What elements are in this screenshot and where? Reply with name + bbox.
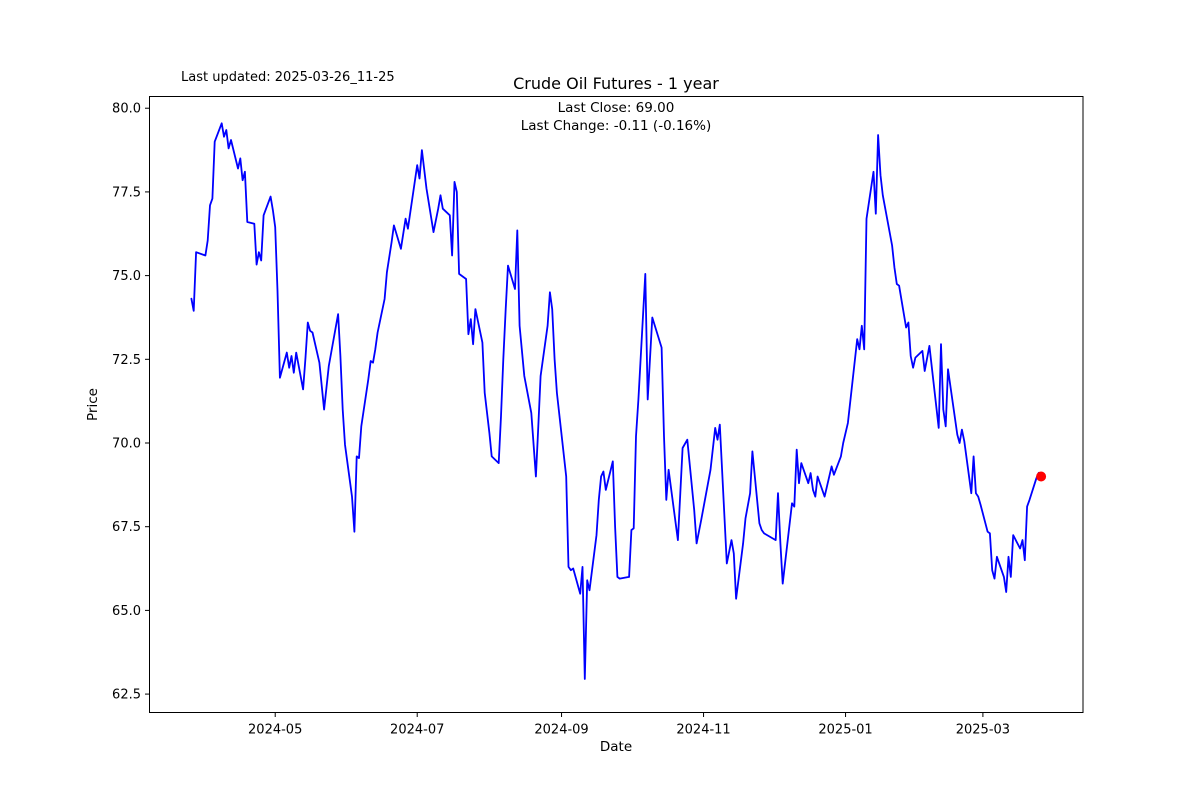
y-tick-label: 65.0: [112, 604, 141, 619]
x-tick-label: 2025-03: [956, 723, 1010, 738]
plot-area: 62.5 65.0 67.5 70.0 72.5 75.0 77.5 80.0 2024-05 2…: [112, 96, 1084, 738]
y-tick-label: 72.5: [112, 353, 141, 368]
y-axis-label: Price: [85, 388, 101, 421]
last-change-annotation: Last Change: -0.11 (-0.16%): [521, 118, 711, 134]
last-close-annotation: Last Close: 69.00: [558, 100, 675, 116]
y-tick-label: 62.5: [112, 688, 141, 703]
y-tick-label: 80.0: [112, 102, 141, 117]
y-tick-label: 77.5: [112, 185, 141, 200]
x-tick-label: 2024-09: [534, 723, 588, 738]
y-tick-label: 75.0: [112, 269, 141, 284]
x-tick-label: 2024-07: [390, 723, 444, 738]
x-axis-label: Date: [600, 739, 632, 755]
x-tick-label: 2025-01: [818, 723, 872, 738]
plot-border: [149, 96, 1084, 713]
last-price-marker: [1036, 471, 1047, 482]
last-updated-text: Last updated: 2025-03-26_11-25: [181, 70, 395, 85]
x-tick-label: 2024-11: [676, 723, 730, 738]
chart-title: Crude Oil Futures - 1 year: [513, 74, 719, 93]
y-tick-label: 70.0: [112, 437, 141, 452]
y-tick-label: 67.5: [112, 520, 141, 535]
x-tick-label: 2024-05: [248, 723, 302, 738]
price-line: [190, 122, 1042, 680]
